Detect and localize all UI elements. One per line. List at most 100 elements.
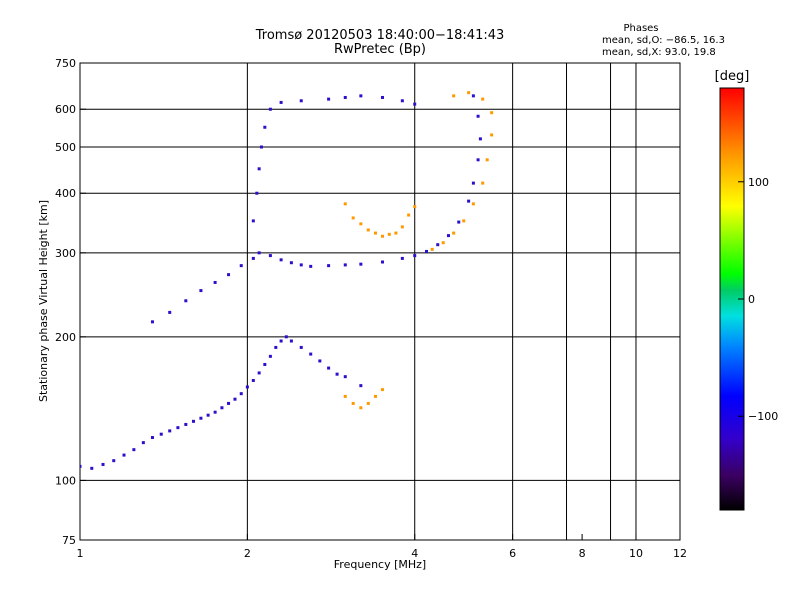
data-point <box>168 429 172 433</box>
data-points <box>80 91 494 470</box>
data-point <box>279 339 283 343</box>
data-point <box>476 114 480 118</box>
data-point <box>199 289 203 293</box>
data-point <box>299 99 303 103</box>
data-point <box>168 310 172 314</box>
data-point <box>394 231 398 235</box>
data-point <box>279 258 283 262</box>
data-point <box>318 359 322 363</box>
y-tick-label: 750 <box>55 57 76 70</box>
data-point <box>359 262 363 266</box>
data-point <box>373 231 377 235</box>
data-point <box>343 394 347 398</box>
data-point <box>446 234 450 238</box>
x-tick-label: 12 <box>673 547 687 560</box>
data-point <box>366 401 370 405</box>
data-point <box>227 401 231 405</box>
data-point <box>359 406 363 410</box>
data-point <box>343 202 347 206</box>
data-point <box>213 280 217 284</box>
data-point <box>80 464 82 468</box>
data-point <box>430 247 434 251</box>
phases-line-o: mean, sd,O: −86.5, 16.3 <box>602 35 725 46</box>
data-point <box>387 232 391 236</box>
data-point <box>220 406 224 410</box>
data-point <box>257 167 261 171</box>
data-point <box>351 216 355 220</box>
data-point <box>359 94 363 98</box>
data-point <box>159 432 163 436</box>
data-point <box>255 191 259 195</box>
x-axis: 1 2 4 6 8 10 12 <box>77 534 687 560</box>
data-point <box>400 225 404 229</box>
data-point <box>90 466 94 470</box>
x-tick-label: 1 <box>77 547 84 560</box>
data-point <box>400 256 404 260</box>
data-point <box>471 202 475 206</box>
data-point <box>462 219 466 223</box>
data-point <box>425 249 429 253</box>
data-point <box>327 97 331 101</box>
data-point <box>191 419 195 423</box>
data-point <box>490 111 494 115</box>
data-point <box>467 199 471 203</box>
data-point <box>485 158 489 162</box>
data-point <box>343 375 347 379</box>
data-point <box>239 392 243 396</box>
y-tick-label: 300 <box>55 247 76 260</box>
data-point <box>274 345 278 349</box>
data-point <box>343 263 347 267</box>
x-tick-label: 10 <box>629 547 643 560</box>
data-point <box>452 94 456 98</box>
data-point <box>263 362 267 366</box>
y-tick-label: 600 <box>55 103 76 116</box>
data-point <box>441 241 445 245</box>
data-point <box>327 264 331 268</box>
data-point <box>413 205 417 209</box>
colorbar-label: [deg] <box>715 69 750 84</box>
data-point <box>206 413 210 417</box>
data-point <box>481 181 485 185</box>
data-point <box>268 254 272 258</box>
data-point <box>101 462 105 466</box>
colorbar-tick-label: −100 <box>748 410 778 423</box>
data-point <box>373 394 377 398</box>
data-point <box>407 213 411 217</box>
y-tick-label: 200 <box>55 331 76 344</box>
colorbar-tick-label: 100 <box>748 176 769 189</box>
x-tick-label: 2 <box>244 547 251 560</box>
x-tick-label: 8 <box>579 547 586 560</box>
data-point <box>380 95 384 99</box>
data-point <box>359 384 363 388</box>
data-point <box>436 243 440 247</box>
data-point <box>289 261 293 265</box>
data-point <box>279 100 283 104</box>
data-point <box>471 181 475 185</box>
colorbar-tick-label: 0 <box>748 293 755 306</box>
data-point <box>471 94 475 98</box>
data-point <box>413 254 417 258</box>
data-point <box>213 410 217 414</box>
chart-title: Tromsø 20120503 18:40:00−18:41:43 <box>255 28 505 43</box>
data-point <box>351 401 355 405</box>
data-point <box>251 256 255 260</box>
data-point <box>141 441 145 445</box>
data-point <box>184 422 188 426</box>
data-point <box>380 234 384 238</box>
data-point <box>335 372 339 376</box>
data-point <box>400 99 404 103</box>
colorbar-ticks: 100 0 −100 <box>738 176 778 423</box>
data-point <box>122 453 126 457</box>
data-point <box>481 97 485 101</box>
y-tick-label: 75 <box>62 534 76 547</box>
data-point <box>176 426 180 430</box>
data-point <box>251 219 255 223</box>
chart-subtitle: RwPretec (Bp) <box>334 42 426 57</box>
data-point <box>452 231 456 235</box>
data-point <box>289 339 293 343</box>
data-point <box>457 220 461 224</box>
data-point <box>309 264 313 268</box>
data-point <box>227 273 231 277</box>
data-point <box>184 299 188 303</box>
